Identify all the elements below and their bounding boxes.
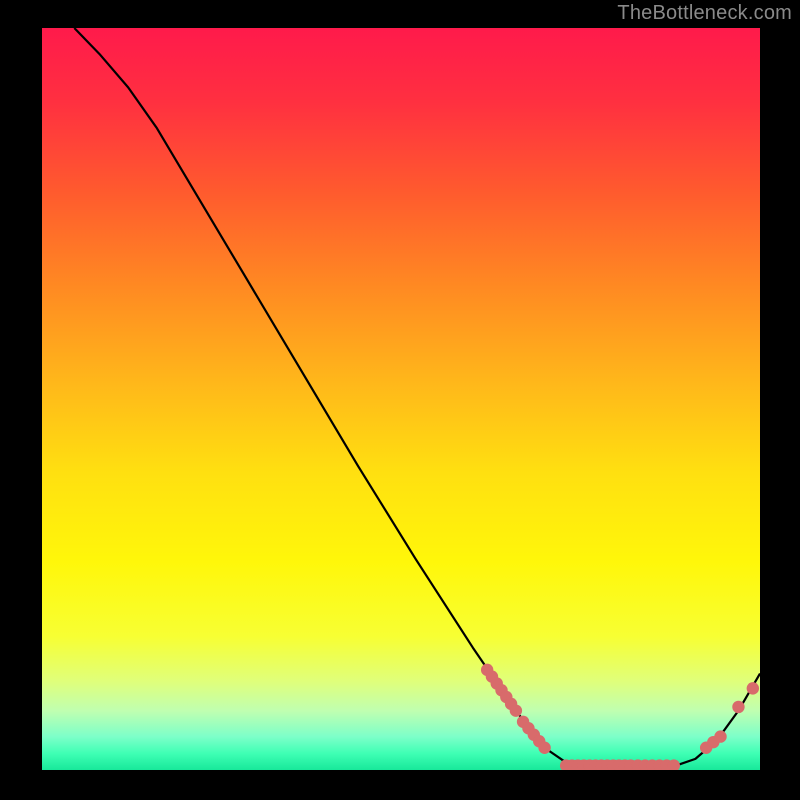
chart-marker — [714, 730, 726, 742]
chart-plot-area — [42, 28, 760, 770]
chart-marker — [747, 682, 759, 694]
watermark-text: TheBottleneck.com — [617, 2, 792, 25]
chart-marker — [510, 704, 522, 716]
chart-line — [74, 28, 760, 766]
chart-svg — [42, 28, 760, 770]
chart-marker — [538, 742, 550, 754]
chart-marker — [732, 701, 744, 713]
